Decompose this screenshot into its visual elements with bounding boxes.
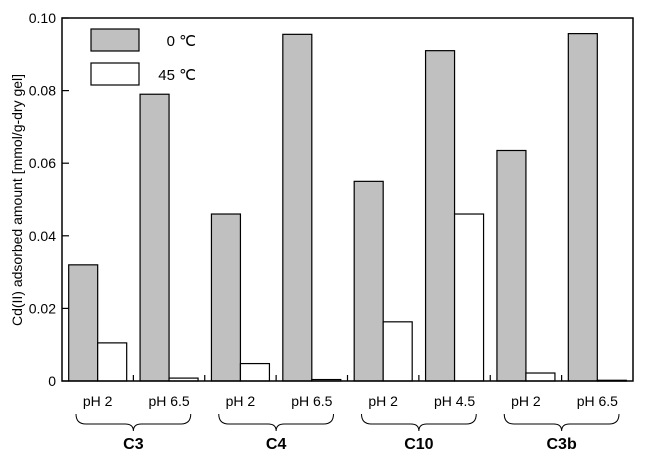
- bar-0c-4: [282, 33, 313, 382]
- y-tick-label: 0.08: [29, 83, 56, 99]
- group-label: C4: [266, 436, 287, 453]
- x-category-label: pH 6.5: [148, 393, 189, 409]
- bar-0c-3: [210, 213, 242, 382]
- bar-0c-5: [353, 180, 384, 382]
- x-category-label: pH 6.5: [291, 393, 332, 409]
- x-category-label: pH 6.5: [577, 393, 618, 409]
- group-brace: [503, 413, 620, 432]
- legend-label-0c: 0 ℃: [167, 33, 196, 50]
- group-brace: [361, 413, 477, 432]
- y-tick-label: 0.10: [29, 10, 56, 26]
- plot-frame: [61, 17, 634, 382]
- x-category-label: pH 2: [511, 393, 541, 409]
- y-tick-label: 0.06: [29, 155, 56, 171]
- bar-45c-5: [382, 321, 413, 382]
- bar-45c-7: [525, 372, 556, 382]
- bar-0c-7: [496, 149, 527, 382]
- group-brace: [218, 413, 334, 432]
- group-label: C3: [123, 436, 144, 453]
- x-category-label: pH 2: [368, 393, 398, 409]
- y-tick-label: 0.04: [29, 228, 56, 244]
- y-tick-label: 0: [48, 373, 56, 389]
- bar-45c-1: [97, 342, 128, 382]
- legend-swatch-0c: [90, 28, 140, 52]
- x-category-label: pH 2: [226, 393, 256, 409]
- group-brace: [75, 413, 192, 432]
- bar-45c-6: [453, 213, 485, 382]
- bar-0c-2: [139, 93, 170, 382]
- bar-0c-1: [68, 264, 99, 382]
- legend-label-45c: 45 ℃: [158, 67, 196, 84]
- group-label: C10: [404, 436, 433, 453]
- bar-0c-6: [424, 50, 456, 382]
- group-label: C3b: [547, 436, 577, 453]
- legend-swatch-45c: [90, 62, 140, 86]
- y-axis-label: Cd(II) adsorbed amount [mmol/g-dry gel]: [9, 74, 25, 326]
- bar-0c-8: [567, 33, 598, 382]
- y-tick-label: 0.02: [29, 300, 56, 316]
- bar-45c-3: [239, 362, 271, 382]
- x-category-label: pH 4.5: [434, 393, 475, 409]
- x-category-label: pH 2: [83, 393, 113, 409]
